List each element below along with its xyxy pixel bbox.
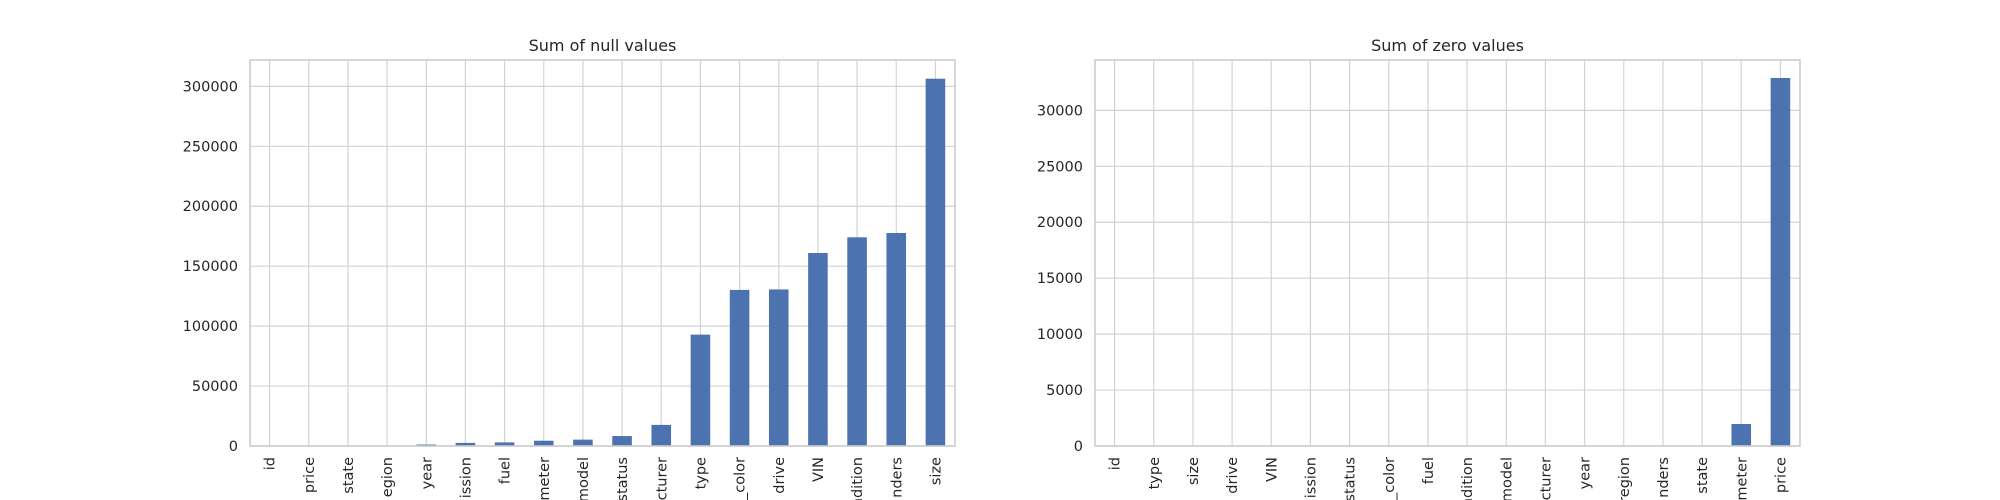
x-axis-ticks: id type size drive VIN ission status _color fuel… bbox=[1108, 457, 1790, 500]
y-tick-label: 200000 bbox=[183, 199, 238, 215]
y-tick-label: 10000 bbox=[1037, 327, 1083, 343]
bar bbox=[768, 289, 789, 446]
x-tick-label: ission bbox=[458, 457, 474, 498]
bar bbox=[808, 253, 828, 446]
x-tick-label: _color bbox=[733, 457, 749, 500]
x-tick-label: size bbox=[1186, 457, 1202, 485]
y-tick-label: 5000 bbox=[1046, 383, 1083, 399]
bar bbox=[1770, 77, 1791, 446]
axes-frame bbox=[249, 59, 956, 447]
x-tick-label: size bbox=[928, 457, 944, 485]
x-tick-label: model bbox=[1499, 457, 1515, 500]
y-tick-label: 300000 bbox=[183, 79, 238, 95]
y-tick-label: 20000 bbox=[1037, 215, 1083, 231]
y-axis-ticks: 0 5000 10000 15000 20000 25000 30000 bbox=[1037, 103, 1083, 455]
x-tick-label: type bbox=[693, 457, 709, 489]
bars bbox=[416, 78, 946, 446]
y-tick-label: 15000 bbox=[1037, 271, 1083, 287]
x-tick-label: status bbox=[615, 457, 631, 500]
bars bbox=[1731, 77, 1791, 446]
x-tick-label: status bbox=[1343, 457, 1359, 500]
axes-frame bbox=[1094, 59, 1801, 447]
x-tick-label: id bbox=[1108, 457, 1124, 470]
null-values-chart: Sum of null values 0 50000 100000 150000 200… bbox=[183, 36, 956, 500]
zero-values-chart: Sum of zero values 0 5000 10000 15000 20000 2… bbox=[1037, 36, 1801, 500]
x-tick-label: price bbox=[1773, 457, 1789, 493]
x-tick-label: ndition bbox=[850, 457, 866, 500]
bar bbox=[729, 289, 750, 446]
y-tick-label: 0 bbox=[229, 439, 238, 455]
x-tick-label: state bbox=[341, 457, 357, 494]
x-tick-label: ndition bbox=[1460, 457, 1476, 500]
y-tick-label: 100000 bbox=[183, 319, 238, 335]
y-tick-label: 150000 bbox=[183, 259, 238, 275]
bar bbox=[533, 440, 554, 446]
y-tick-label: 250000 bbox=[183, 139, 238, 155]
y-tick-label: 50000 bbox=[192, 379, 238, 395]
chart-title: Sum of null values bbox=[529, 36, 677, 55]
y-tick-label: 25000 bbox=[1037, 159, 1083, 175]
bar bbox=[886, 232, 907, 446]
x-tick-label: meter bbox=[1734, 457, 1750, 500]
bar bbox=[455, 442, 476, 446]
bar bbox=[651, 424, 672, 446]
x-tick-label: state bbox=[1695, 457, 1711, 494]
x-tick-label: meter bbox=[537, 457, 553, 500]
y-axis-ticks: 0 50000 100000 150000 200000 250000 300000 bbox=[183, 79, 238, 455]
x-tick-label: cturer bbox=[654, 457, 670, 500]
x-tick-label: fuel bbox=[1421, 457, 1437, 484]
bar bbox=[573, 439, 593, 446]
x-tick-label: region bbox=[1617, 457, 1633, 500]
bar bbox=[612, 436, 632, 446]
bar bbox=[1731, 424, 1752, 446]
x-tick-label: year bbox=[419, 457, 435, 489]
x-tick-label: fuel bbox=[498, 457, 514, 484]
bar bbox=[847, 237, 867, 446]
bar bbox=[690, 334, 711, 446]
x-axis-ticks: id price state egion year ission fuel meter mode… bbox=[263, 457, 945, 500]
x-tick-label: nders bbox=[1656, 457, 1672, 498]
x-tick-label: year bbox=[1578, 457, 1594, 489]
x-tick-label: VIN bbox=[811, 457, 827, 482]
chart-title: Sum of zero values bbox=[1371, 36, 1524, 55]
x-tick-label: cturer bbox=[1538, 457, 1554, 500]
x-tick-label: price bbox=[302, 457, 318, 493]
x-tick-label: id bbox=[263, 457, 279, 470]
x-tick-label: type bbox=[1147, 457, 1163, 489]
x-tick-label: ission bbox=[1303, 457, 1319, 498]
x-tick-label: drive bbox=[772, 457, 788, 494]
y-tick-label: 30000 bbox=[1037, 103, 1083, 119]
y-tick-label: 0 bbox=[1074, 439, 1083, 455]
x-tick-label: egion bbox=[380, 457, 396, 497]
x-tick-label: nders bbox=[889, 457, 905, 498]
x-tick-label: model bbox=[576, 457, 592, 500]
x-tick-label: VIN bbox=[1264, 457, 1280, 482]
bar bbox=[925, 78, 946, 446]
bar bbox=[494, 442, 515, 446]
x-tick-label: _color bbox=[1382, 457, 1398, 500]
x-tick-label: drive bbox=[1225, 457, 1241, 494]
